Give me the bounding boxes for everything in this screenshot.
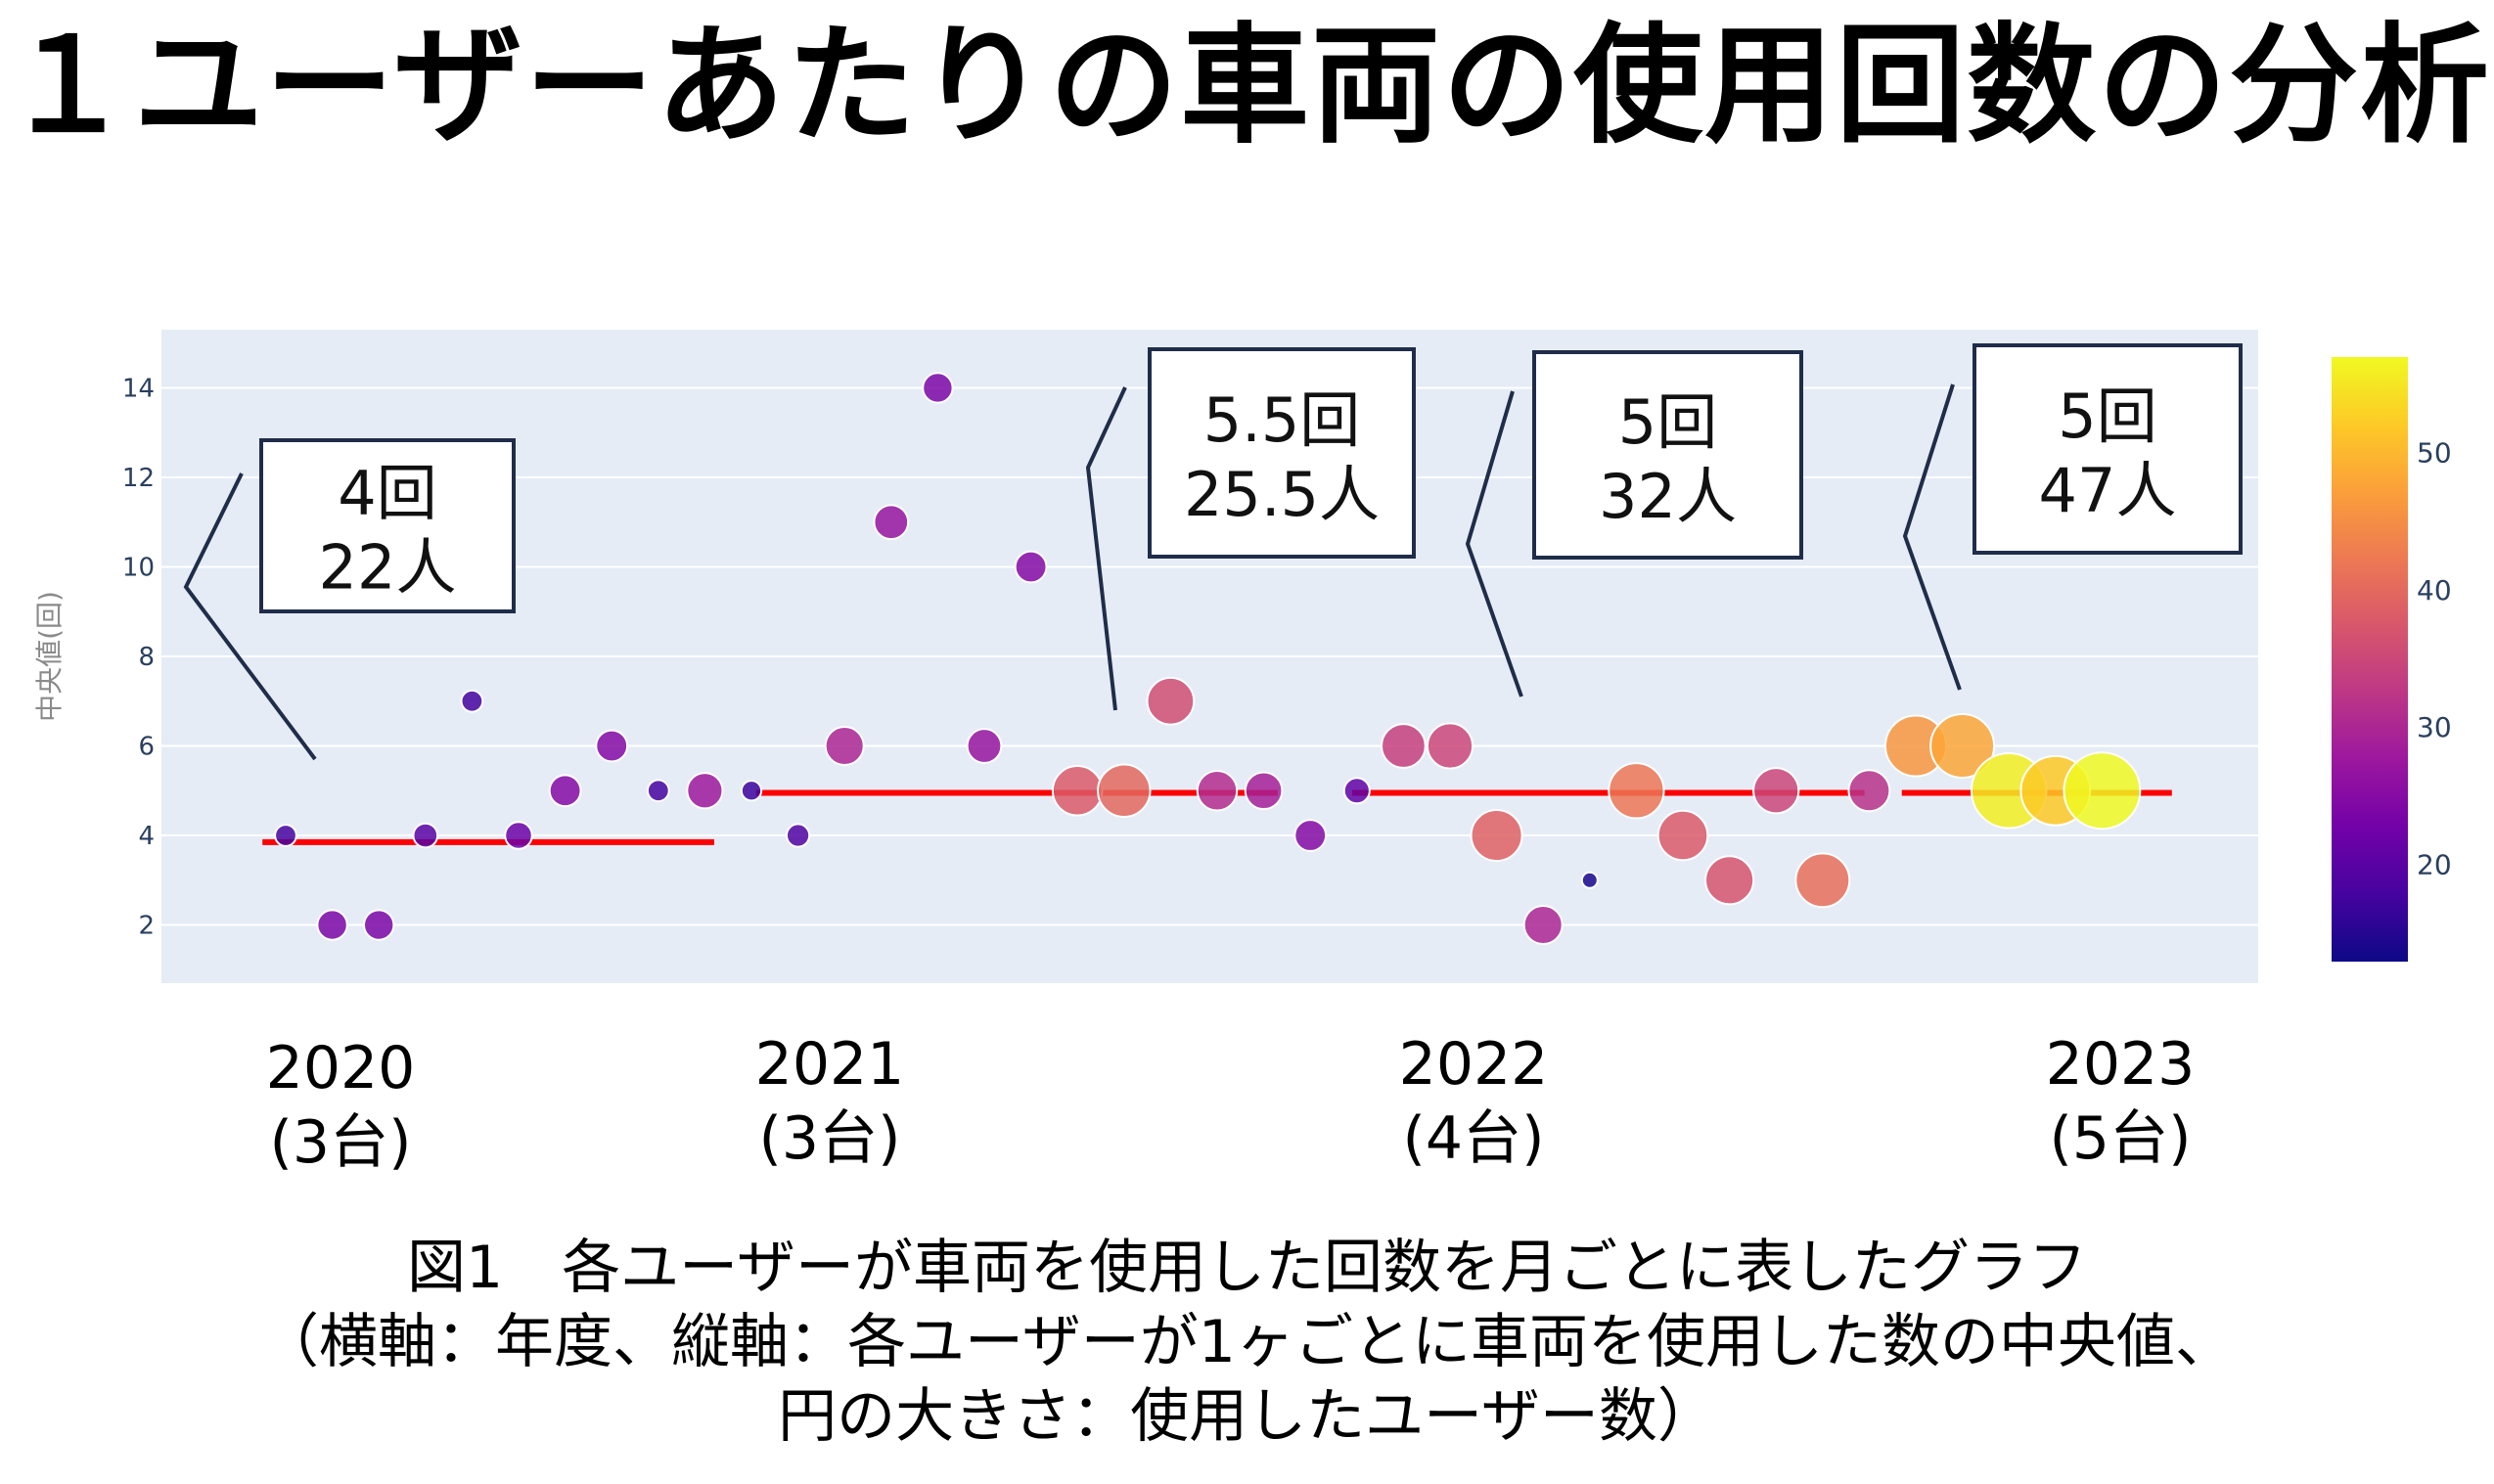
bubble-point bbox=[363, 909, 395, 941]
annotation-usage: 4回 bbox=[338, 458, 436, 529]
year-label-2022-vehicles: (4台) bbox=[1402, 1104, 1545, 1173]
year-label-2020-vehicles: (3台) bbox=[269, 1108, 412, 1177]
year-label-2021-year: 2021 bbox=[754, 1030, 905, 1099]
bubble-point bbox=[1293, 819, 1328, 852]
bubble-point bbox=[1097, 763, 1152, 818]
bubble-point bbox=[595, 729, 629, 763]
annotation-users: 22人 bbox=[319, 532, 457, 604]
bubble-point bbox=[1342, 777, 1371, 805]
colorbar-tick-label: 20 bbox=[2417, 849, 2452, 881]
bubble-point bbox=[460, 689, 484, 713]
bubble-point bbox=[412, 822, 439, 849]
annotation-box-3 bbox=[1532, 350, 1803, 560]
annotation-box-4 bbox=[1973, 343, 2243, 555]
annotation-usage: 5回 bbox=[1618, 386, 1717, 458]
page-title: １ユーザーあたりの車両の使用回数の分析 bbox=[2, 11, 2492, 161]
bubble-point bbox=[740, 780, 763, 802]
annotation-box-1 bbox=[259, 438, 516, 613]
y-axis-title: 中央値(回) bbox=[33, 591, 66, 722]
annotation-callout-line bbox=[1085, 386, 1127, 711]
y-tick-label: 2 bbox=[138, 912, 155, 941]
caption-line-1: 図1 各ユーザーが車両を使用した回数を月ごとに表したグラフ bbox=[407, 1234, 2087, 1302]
bubble-point bbox=[1794, 852, 1851, 909]
colorbar-tick-label: 40 bbox=[2417, 574, 2452, 607]
y-tick-label: 8 bbox=[138, 643, 155, 672]
bubble-point bbox=[1929, 713, 1996, 779]
year-label-2021-vehicles: (3台) bbox=[758, 1104, 901, 1173]
y-tick-label: 14 bbox=[122, 374, 155, 403]
y-tick-label: 6 bbox=[138, 733, 155, 762]
year-label-2023: 2023 (5台) bbox=[1944, 1027, 2296, 1176]
bubble-point bbox=[1014, 550, 1048, 584]
annotation-callout-line bbox=[1465, 390, 1523, 697]
y-tick-label: 10 bbox=[122, 553, 155, 582]
year-label-2023-vehicles: (5台) bbox=[2049, 1104, 2192, 1173]
annotation-usage: 5.5回 bbox=[1203, 384, 1361, 456]
bubble-point bbox=[274, 824, 297, 847]
colorbar-tick-label: 30 bbox=[2417, 711, 2452, 743]
bubble-point bbox=[1522, 905, 1564, 946]
annotation-usage: 5回 bbox=[2058, 381, 2156, 452]
bubble-point bbox=[1426, 722, 1474, 770]
bubble-point bbox=[686, 772, 724, 810]
bubble-point bbox=[1847, 769, 1891, 813]
bubble-point bbox=[1656, 809, 1709, 862]
bubble-point bbox=[1580, 871, 1599, 889]
caption-line-3: 円の大きさ：使用したユーザー数） bbox=[778, 1382, 1716, 1451]
bubble-point bbox=[646, 779, 670, 803]
year-label-2022-year: 2022 bbox=[1398, 1030, 1549, 1099]
bubble-point bbox=[1470, 809, 1523, 863]
annotation-users: 25.5人 bbox=[1184, 459, 1380, 530]
bubble-point bbox=[966, 728, 1003, 764]
colorbar bbox=[2332, 357, 2408, 962]
y-tick-label: 4 bbox=[138, 822, 155, 851]
annotation-users: 47人 bbox=[2039, 455, 2177, 526]
annotation-callout-line bbox=[1902, 383, 1962, 691]
bubble-point bbox=[1051, 764, 1104, 817]
bubble-point bbox=[548, 774, 582, 808]
bubble-point bbox=[2063, 751, 2142, 831]
annotation-callout-line bbox=[183, 472, 317, 761]
bubble-point bbox=[1752, 767, 1800, 815]
year-label-2022: 2022 (4台) bbox=[1297, 1027, 1650, 1176]
bubble-point bbox=[1146, 676, 1196, 726]
bubble-point bbox=[1244, 771, 1284, 811]
caption-line-2: （横軸：年度、縦軸：各ユーザーが1ヶごとに車両を使用した数の中央値、 bbox=[260, 1308, 2234, 1376]
bubble-point bbox=[1704, 855, 1755, 906]
bubble-point bbox=[316, 909, 348, 941]
bubble-point bbox=[873, 504, 910, 541]
bubble-point bbox=[1381, 723, 1427, 769]
bubble-point bbox=[786, 823, 811, 848]
year-label-2020-year: 2020 bbox=[265, 1034, 416, 1102]
bubble-point bbox=[504, 821, 533, 850]
bubble-point bbox=[824, 725, 865, 767]
annotation-box-2 bbox=[1148, 347, 1416, 559]
year-label-2021: 2021 (3台) bbox=[654, 1027, 1006, 1176]
colorbar-tick-label: 50 bbox=[2417, 436, 2452, 469]
y-tick-label: 12 bbox=[122, 464, 155, 493]
annotation-users: 32人 bbox=[1599, 461, 1737, 532]
year-label-2020: 2020 (3台) bbox=[164, 1031, 517, 1180]
bubble-point bbox=[1608, 762, 1665, 820]
bubble-point bbox=[1196, 770, 1239, 812]
bubble-point bbox=[922, 372, 954, 404]
year-label-2023-year: 2023 bbox=[2045, 1030, 2196, 1099]
